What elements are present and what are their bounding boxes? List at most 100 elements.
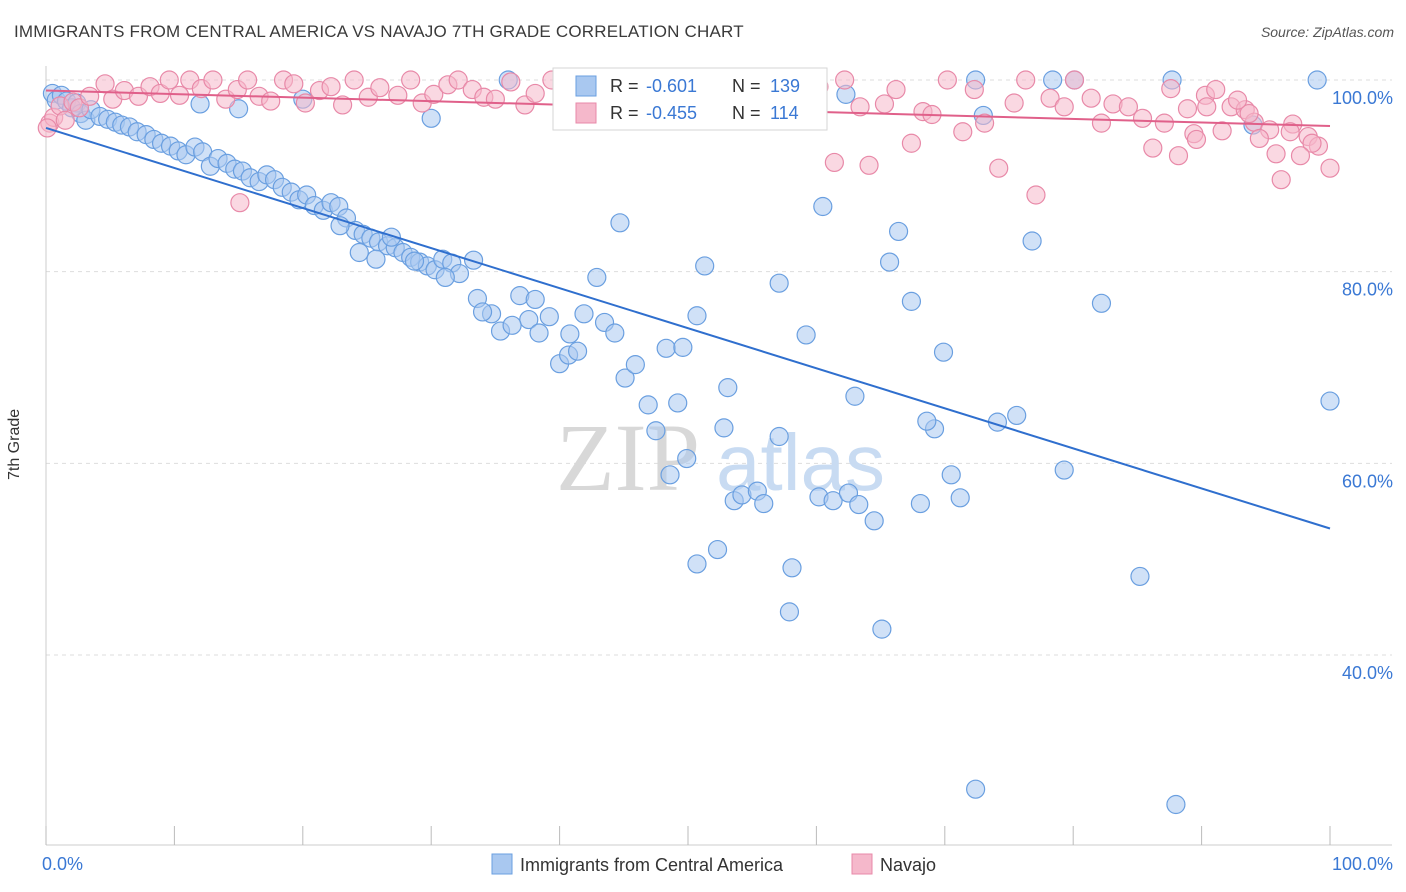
point-navajo xyxy=(850,97,870,117)
watermark-zip: ZIP xyxy=(556,404,700,511)
trend-line-central-america xyxy=(45,126,1331,530)
point-navajo xyxy=(203,70,223,90)
y-tick-label: 60.0% xyxy=(1342,471,1393,491)
point-central-america xyxy=(349,242,369,263)
point-navajo xyxy=(1091,113,1112,133)
y-tick-label: 40.0% xyxy=(1342,663,1393,683)
point-central-america xyxy=(917,411,937,431)
point-navajo xyxy=(80,86,100,106)
point-central-america xyxy=(229,99,249,119)
point-navajo xyxy=(1280,122,1300,142)
chart-source: Source: ZipAtlas.com xyxy=(1260,24,1394,40)
point-central-america xyxy=(796,325,816,345)
point-central-america xyxy=(660,465,680,485)
point-navajo xyxy=(901,133,922,153)
point-central-america xyxy=(366,249,386,269)
x-tick-label: 0.0% xyxy=(42,854,83,874)
point-navajo xyxy=(1143,138,1163,158)
point-navajo xyxy=(1054,97,1074,117)
point-navajo xyxy=(953,122,973,142)
point-central-america xyxy=(1022,231,1042,251)
stats-box: R = -0.601 N = 139 R = -0.455 N = 114 xyxy=(552,67,828,131)
point-central-america xyxy=(769,273,789,293)
point-navajo xyxy=(1118,97,1139,117)
point-navajo xyxy=(989,158,1009,178)
point-central-america xyxy=(910,493,931,514)
point-central-america xyxy=(966,779,986,799)
point-central-america xyxy=(1091,293,1112,313)
point-navajo xyxy=(1026,185,1046,205)
point-navajo xyxy=(448,70,468,90)
point-central-america xyxy=(823,491,843,511)
point-navajo xyxy=(1302,133,1322,153)
point-navajo xyxy=(388,85,408,105)
point-navajo xyxy=(1249,128,1269,149)
point-central-america xyxy=(687,554,707,574)
point-central-america xyxy=(529,323,549,343)
point-central-america xyxy=(813,196,833,217)
point-central-america xyxy=(625,355,645,375)
point-navajo xyxy=(370,78,390,98)
point-central-america xyxy=(1007,405,1027,426)
point-central-america xyxy=(950,488,970,508)
stats-n-value: 139 xyxy=(770,76,800,96)
point-navajo xyxy=(1154,113,1174,133)
point-central-america xyxy=(845,386,865,406)
point-navajo xyxy=(824,152,844,173)
point-central-america xyxy=(435,267,455,288)
point-central-america xyxy=(1054,460,1074,480)
x-tick-labels: 0.0% 100.0% xyxy=(42,854,1393,874)
point-navajo xyxy=(1320,158,1340,178)
legend: Immigrants from Central America Navajo xyxy=(491,853,936,875)
legend-label: Immigrants from Central America xyxy=(520,855,784,875)
point-central-america xyxy=(525,289,545,310)
point-central-america xyxy=(782,558,802,578)
point-navajo xyxy=(1040,88,1060,108)
point-navajo xyxy=(1081,88,1101,108)
point-central-america xyxy=(754,493,774,514)
point-central-america xyxy=(668,393,688,413)
point-central-america xyxy=(1166,794,1186,815)
point-central-america xyxy=(673,337,693,357)
point-central-america xyxy=(567,341,588,361)
point-central-america xyxy=(421,108,441,128)
point-navajo xyxy=(1186,129,1207,150)
point-central-america xyxy=(695,256,715,276)
point-navajo xyxy=(485,89,505,109)
chart-title: IMMIGRANTS FROM CENTRAL AMERICA VS NAVAJ… xyxy=(14,22,744,41)
point-navajo xyxy=(344,70,364,90)
point-central-america xyxy=(879,252,900,272)
point-navajo xyxy=(501,72,521,92)
point-navajo xyxy=(1016,70,1036,90)
point-central-america xyxy=(560,324,580,344)
point-central-america xyxy=(687,306,707,326)
legend-label: Navajo xyxy=(880,855,936,875)
axes xyxy=(45,66,1392,846)
point-central-america xyxy=(656,338,676,358)
point-central-america xyxy=(502,315,522,335)
point-central-america xyxy=(901,291,922,311)
point-central-america xyxy=(463,250,484,270)
y-tick-labels: 100.0% 80.0% 60.0% 40.0% xyxy=(1332,88,1393,683)
point-navajo xyxy=(230,193,250,213)
stats-r-value: -0.455 xyxy=(646,103,697,123)
point-central-america xyxy=(779,602,800,622)
x-tick-label: 100.0% xyxy=(1332,854,1393,874)
point-navajo xyxy=(237,70,258,90)
point-central-america xyxy=(677,448,697,469)
point-navajo xyxy=(261,91,281,111)
point-central-america xyxy=(769,426,789,447)
point-navajo xyxy=(424,84,444,104)
point-navajo xyxy=(55,110,75,130)
point-central-america xyxy=(638,395,658,415)
point-central-america xyxy=(1043,70,1063,90)
point-central-america xyxy=(1130,566,1150,587)
stats-r-label: R = xyxy=(610,103,639,123)
point-navajo xyxy=(1290,146,1311,166)
y-tick-label: 80.0% xyxy=(1342,280,1393,300)
point-navajo xyxy=(1271,170,1291,190)
point-central-america xyxy=(615,368,635,388)
point-central-america xyxy=(933,342,954,362)
point-navajo xyxy=(1004,93,1024,113)
point-navajo xyxy=(964,79,984,100)
